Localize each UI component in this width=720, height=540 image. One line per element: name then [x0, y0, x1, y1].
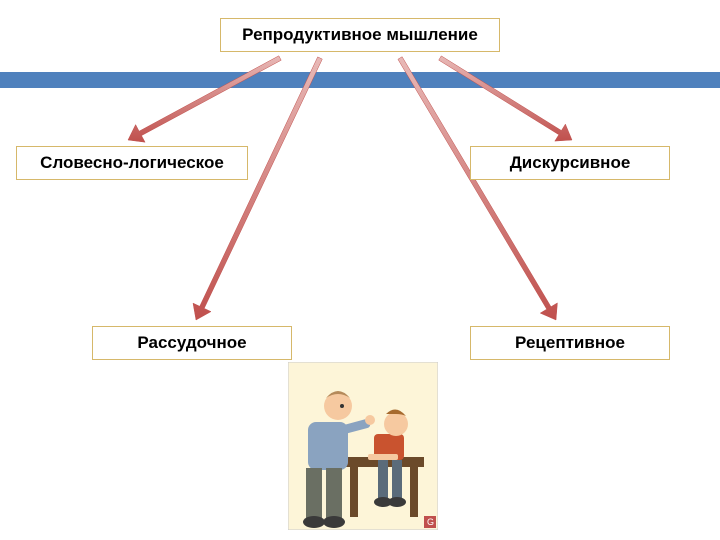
child-box-rational: Рассудочное: [92, 326, 292, 360]
child-box-receptive: Рецептивное: [470, 326, 670, 360]
child-box-discursive: Дискурсивное: [470, 146, 670, 180]
root-concept-label: Репродуктивное мышление: [242, 25, 478, 45]
child-box-verbal: Словесно-логическое: [16, 146, 248, 180]
child-label: Рассудочное: [137, 333, 246, 353]
child-label: Дискурсивное: [510, 153, 631, 173]
child-label: Словесно-логическое: [40, 153, 224, 173]
root-concept-box: Репродуктивное мышление: [220, 18, 500, 52]
child-label: Рецептивное: [515, 333, 625, 353]
illustration-teacher-student: G: [288, 362, 438, 530]
svg-text:G: G: [427, 517, 434, 527]
accent-bar: [0, 72, 720, 88]
